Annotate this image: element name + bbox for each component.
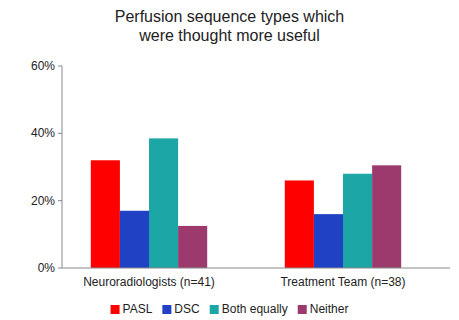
y-tick [58,133,62,134]
x-tick-label: Neuroradiologists (n=41) [83,275,215,289]
bars [91,138,401,268]
legend-label: Neither [310,302,349,316]
legend-swatch [210,305,219,314]
bar [149,138,178,268]
title-line: were thought more useful [138,27,320,44]
y-axis [62,66,63,268]
title-line: Perfusion sequence types which [115,8,344,25]
bar [120,211,149,268]
bar [314,214,343,268]
legend-label: PASL [123,302,153,316]
bar [91,160,120,268]
y-tick-label: 40% [31,126,55,140]
x-tick-label: Treatment Team (n=38) [280,275,405,289]
legend-label: DSC [174,302,200,316]
legend-swatch [111,305,120,314]
bar [285,180,314,268]
legend-swatch [162,305,171,314]
chart: Perfusion sequence types which were thoug… [0,0,459,320]
y-tick [58,200,62,201]
bar [343,174,372,268]
x-axis [62,268,450,269]
y-tick [58,66,62,67]
bar [178,226,207,268]
legend-label: Both equally [222,302,288,316]
y-tick-label: 20% [31,194,55,208]
bar [372,165,401,268]
y-tick [58,268,62,269]
legend-swatch [298,305,307,314]
y-tick-label: 0% [38,261,56,275]
legend: PASL DSC Both equally Neither [111,302,349,316]
title: Perfusion sequence types which were thoug… [115,8,344,44]
y-tick-label: 60% [31,59,55,73]
